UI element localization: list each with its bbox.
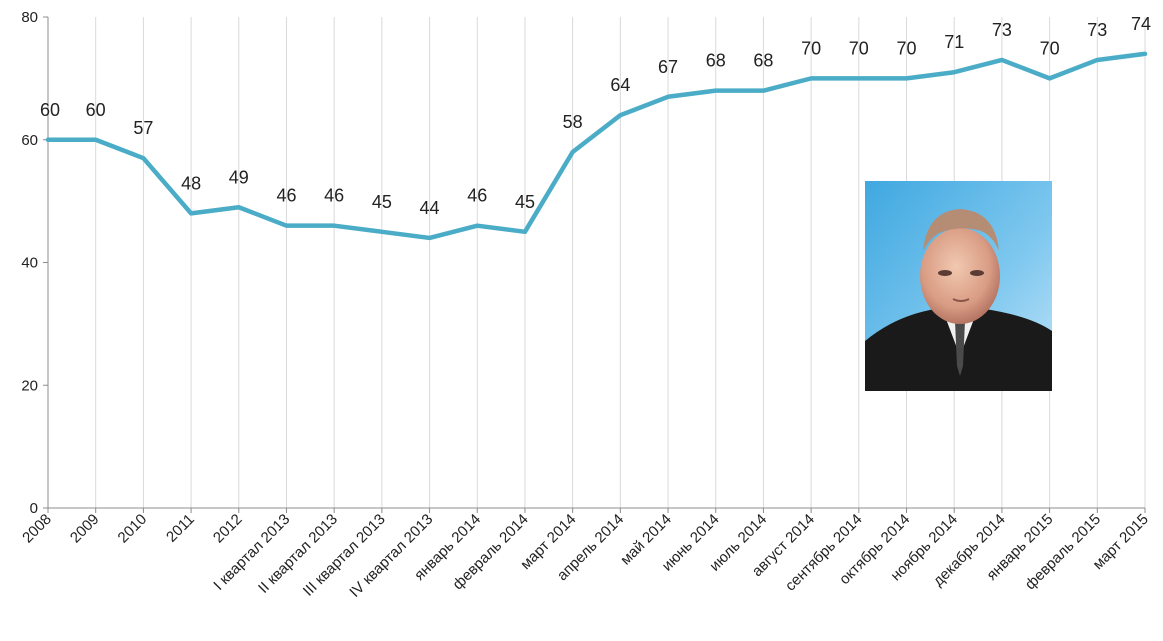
y-tick-label: 80 — [21, 9, 38, 26]
series-line — [45, 51, 1148, 241]
portrait-photo — [865, 181, 1052, 391]
data-label: 57 — [133, 118, 153, 138]
x-tick-label: 2011 — [163, 511, 198, 546]
data-label: 64 — [610, 75, 630, 95]
data-label: 73 — [992, 20, 1012, 40]
data-label: 58 — [563, 112, 583, 132]
y-tick-label: 40 — [21, 255, 38, 272]
data-label: 67 — [658, 57, 678, 77]
data-label: 70 — [897, 38, 917, 58]
x-tick-label: III квартал 2013 — [300, 511, 389, 600]
data-label: 74 — [1131, 14, 1151, 34]
y-tick-label: 60 — [21, 132, 38, 149]
data-label: 48 — [181, 173, 201, 193]
data-label: 71 — [944, 32, 964, 52]
y-tick-label: 20 — [21, 377, 38, 394]
data-label: 45 — [515, 192, 535, 212]
data-label: 46 — [324, 186, 344, 206]
data-label: 68 — [706, 51, 726, 71]
y-tick-label: 0 — [30, 500, 38, 517]
data-label: 68 — [753, 51, 773, 71]
data-label: 46 — [276, 186, 296, 206]
data-label: 73 — [1087, 20, 1107, 40]
data-label: 44 — [420, 198, 440, 218]
data-label: 60 — [86, 100, 106, 120]
data-label: 70 — [801, 38, 821, 58]
y-axis-ticks: 0 20 40 60 80 — [21, 9, 48, 517]
data-label: 70 — [849, 38, 869, 58]
data-label: 60 — [40, 100, 60, 120]
data-labels: 60 60 57 48 49 46 46 45 44 46 45 58 64 67 68 68 70 70 70 71… — [40, 14, 1151, 218]
series — [45, 51, 1148, 241]
data-label: 45 — [372, 192, 392, 212]
x-tick-label: 2012 — [210, 511, 246, 547]
x-tick-label: IV квартал 2013 — [346, 511, 436, 601]
data-label: 49 — [229, 167, 249, 187]
data-label: 70 — [1040, 38, 1060, 58]
x-tick-label: 2010 — [115, 511, 151, 547]
x-tick-label: 2008 — [19, 511, 55, 547]
x-tick-label: 2009 — [67, 511, 103, 547]
data-label: 46 — [467, 186, 487, 206]
